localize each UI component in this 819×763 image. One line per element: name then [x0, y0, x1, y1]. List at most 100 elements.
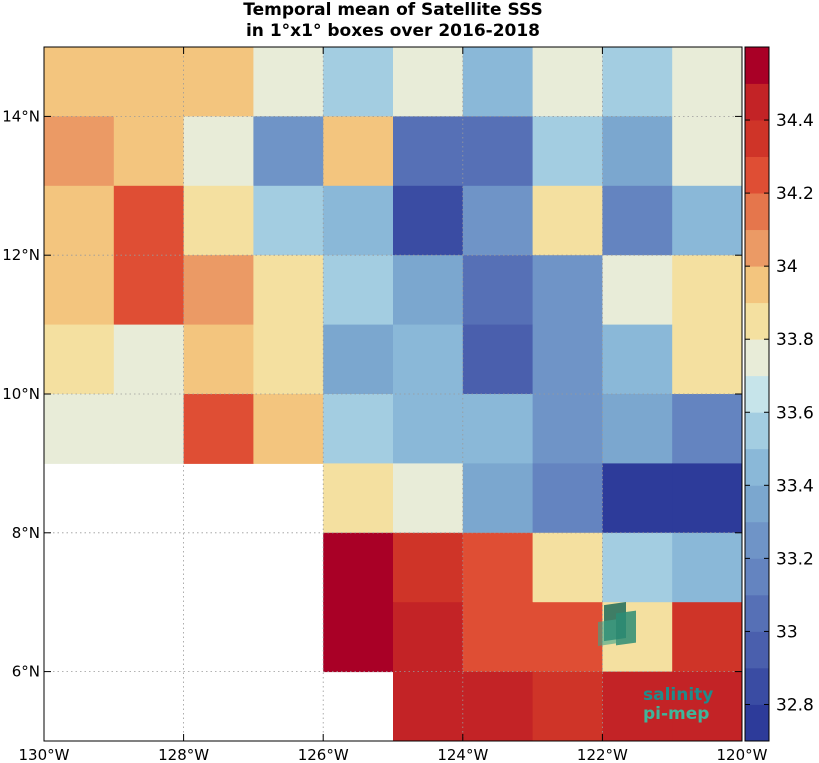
heatmap-cell: [672, 602, 743, 673]
heatmap-cell: [323, 394, 394, 464]
colorbar-segment: [745, 521, 769, 559]
heatmap-cell: [602, 116, 673, 187]
heatmap-cell: [672, 324, 743, 395]
y-tick-label: 12°N: [2, 246, 40, 264]
colorbar-segment: [745, 594, 769, 632]
logo-text-pimep: pi-mep: [643, 704, 709, 724]
heatmap-cell: [253, 394, 324, 464]
heatmap-cell: [323, 324, 394, 395]
heatmap-cell: [672, 185, 743, 256]
colorbar-tick-label: 34.4: [776, 111, 814, 131]
colorbar-segment: [745, 667, 769, 705]
colorbar-tick-label: 33.8: [776, 330, 814, 350]
heatmap-cell: [323, 185, 394, 256]
heatmap-cell: [393, 255, 464, 326]
heatmap-cell: [462, 185, 534, 256]
colorbar-segment: [745, 412, 769, 450]
heatmap-cell: [462, 255, 534, 326]
heatmap-cell: [253, 116, 324, 187]
y-tick-label: 10°N: [2, 385, 40, 403]
chart-title-line-1: Temporal mean of Satellite SSS: [243, 0, 543, 20]
heatmap-cell: [44, 394, 115, 464]
heatmap-cell: [183, 394, 254, 464]
y-axis-ticks: 6°N 8°N 10°N 12°N 14°N: [2, 107, 742, 681]
heatmap-cell: [113, 47, 185, 117]
heatmap-cell: [532, 602, 603, 673]
heatmap-cell: [113, 116, 185, 187]
heatmap-cell: [393, 116, 464, 187]
heatmap-cell: [253, 255, 324, 326]
heatmap-cell: [323, 116, 394, 187]
heatmap-cell: [602, 394, 673, 464]
colorbar-tick-label: 33.2: [776, 549, 814, 569]
colorbar-segment: [745, 631, 769, 669]
x-tick-label: 122°W: [577, 746, 628, 763]
colorbar-segment: [745, 339, 769, 377]
heatmap-cell: [602, 255, 673, 326]
heatmap-cell: [393, 671, 464, 742]
colorbar-segment: [745, 47, 769, 84]
x-tick-label: 130°W: [19, 746, 70, 763]
heatmap-cell: [323, 463, 394, 534]
heatmap-cell: [113, 255, 185, 326]
heatmap-cell: [462, 394, 534, 464]
colorbar: 32.8 33 33.2 33.4 33.6 33.8 34 34.2 34.4: [744, 46, 814, 742]
heatmap-cell: [672, 463, 743, 534]
colorbar-segment: [745, 302, 769, 340]
colorbar-segment: [745, 83, 769, 121]
heatmap-cell: [672, 671, 743, 742]
heatmap-cell: [462, 47, 534, 117]
heatmap-cell: [393, 463, 464, 534]
heatmap-cell: [532, 324, 603, 395]
heatmap-cell: [532, 47, 603, 117]
x-axis-ticks: 130°W 128°W 126°W 124°W 122°W 120°W: [19, 47, 768, 763]
heatmap-cell: [393, 532, 464, 603]
x-tick-label: 124°W: [437, 746, 488, 763]
y-tick-label: 14°N: [2, 107, 40, 125]
colorbar-segment: [745, 266, 769, 304]
heatmap-cell: [462, 116, 534, 187]
heatmap-cell: [462, 463, 534, 534]
heatmap-cell: [672, 394, 743, 464]
colorbar-segment: [745, 485, 769, 523]
colorbar-segment: [745, 120, 769, 157]
colorbar-segment: [745, 193, 769, 231]
heatmap-cell: [113, 394, 185, 464]
heatmap-cell: [393, 185, 464, 256]
chart-title-line-2: in 1°x1° boxes over 2016-2018: [245, 21, 541, 41]
heatmap-cell: [532, 394, 603, 464]
heatmap-cell: [602, 532, 673, 603]
heatmap-cell: [253, 47, 324, 117]
heatmap-cell: [253, 324, 324, 395]
colorbar-segment: [745, 558, 769, 596]
heatmap-cell: [602, 185, 673, 256]
colorbar-tick-label: 32.8: [776, 695, 814, 715]
heatmap-cell: [462, 602, 534, 673]
x-tick-label: 126°W: [298, 746, 349, 763]
heatmap-cell: [183, 185, 254, 256]
heatmap-cell: [113, 324, 185, 395]
heatmap-cell: [44, 185, 115, 256]
heatmap-cell: [462, 532, 534, 603]
heatmap-cell: [462, 671, 534, 742]
heatmap-cell: [532, 532, 603, 603]
heatmap-cell: [602, 463, 673, 534]
heatmap-cells: [44, 47, 743, 742]
colorbar-tick-label: 34: [776, 257, 798, 277]
heatmap-cell: [44, 47, 115, 117]
heatmap-cell: [44, 116, 115, 187]
heatmap-cell: [532, 671, 603, 742]
x-tick-label: 128°W: [158, 746, 209, 763]
y-tick-label: 6°N: [12, 663, 40, 681]
logo-text-salinity: salinity: [643, 685, 713, 705]
heatmap-cell: [323, 602, 394, 673]
heatmap-cell: [602, 671, 673, 742]
heatmap-cell: [393, 47, 464, 117]
heatmap-cell: [672, 255, 743, 326]
heatmap-cell: [672, 116, 743, 187]
heatmap-cell: [183, 255, 254, 326]
colorbar-frame: [744, 46, 770, 742]
heatmap-cell: [672, 532, 743, 603]
heatmap-cell: [393, 394, 464, 464]
